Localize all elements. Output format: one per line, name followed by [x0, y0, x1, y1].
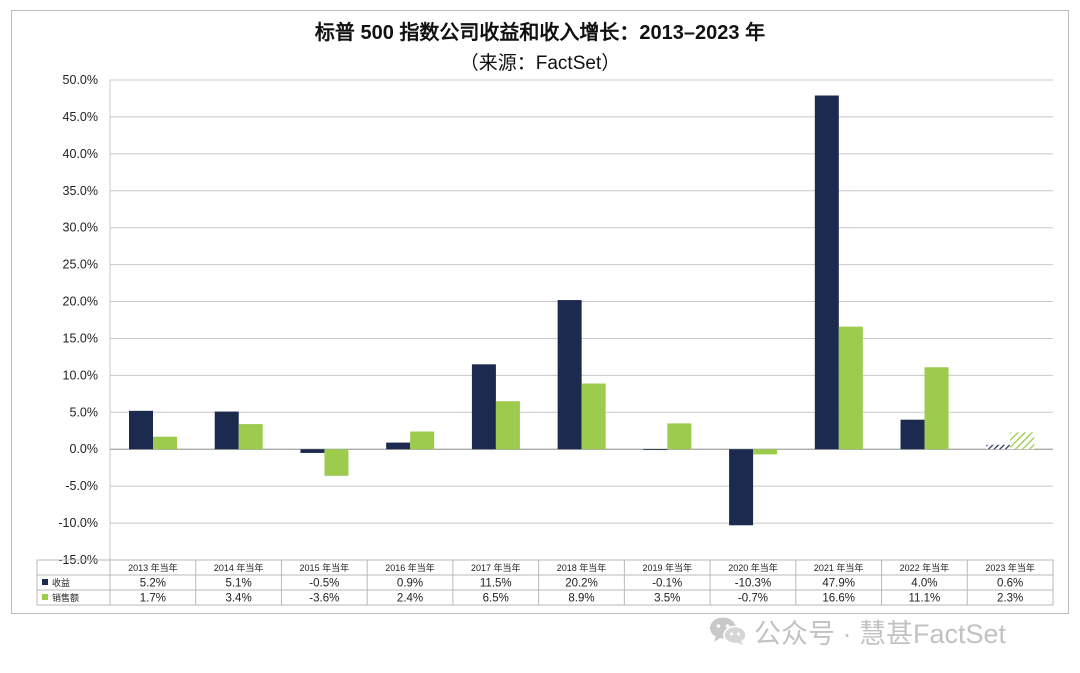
y-tick-label: 5.0% [70, 405, 99, 419]
legend-label-sales: 销售额 [52, 592, 79, 603]
y-tick-label: 35.0% [63, 184, 98, 198]
bar-earnings [557, 300, 582, 450]
data-label-earnings: 5.2% [140, 578, 166, 590]
y-tick-label: -5.0% [65, 479, 98, 493]
wechat-icon [710, 617, 747, 645]
bar-sales [410, 431, 435, 450]
bar-earnings [214, 411, 239, 450]
bar-earnings [986, 444, 1011, 450]
data-label-earnings: -10.3% [735, 578, 771, 590]
data-label-earnings: -0.1% [652, 578, 682, 590]
data-label-sales: 16.6% [822, 593, 855, 605]
data-label-sales: -3.6% [309, 593, 339, 605]
bar-sales [838, 326, 863, 450]
x-category-label: 2018 年当年 [557, 562, 607, 573]
x-category-label: 2017 年当年 [471, 562, 521, 573]
x-category-label: 2022 年当年 [900, 562, 950, 573]
bar-earnings [643, 449, 668, 451]
x-category-label: 2014 年当年 [214, 562, 264, 573]
watermark-text: 公众号 · 慧甚FactSet [754, 618, 1007, 649]
bar-earnings [129, 410, 153, 450]
bar-sales [753, 449, 778, 455]
x-category-label: 2021 年当年 [814, 562, 864, 573]
data-label-sales: 6.5% [483, 593, 509, 605]
x-category-label: 2023 年当年 [985, 562, 1035, 573]
bar-earnings [471, 364, 496, 450]
legend-swatch-earnings [42, 579, 48, 585]
y-tick-label: 0.0% [70, 442, 99, 456]
bar-sales [153, 436, 177, 450]
bar-sales [324, 449, 349, 476]
chart-frame [11, 10, 1069, 614]
data-label-sales: 3.4% [225, 593, 251, 605]
data-label-sales: 8.9% [568, 593, 594, 605]
data-label-earnings: 4.0% [911, 578, 937, 590]
bar-sales [238, 424, 263, 450]
legend-label-earnings: 收益 [52, 577, 70, 588]
x-category-label: 2013 年当年 [128, 562, 178, 573]
watermark: 公众号 · 慧甚FactSet [708, 613, 1006, 649]
bar-earnings [386, 442, 411, 450]
chart-subtitle: （来源：FactSet） [459, 53, 621, 74]
data-label-sales: -0.7% [738, 593, 768, 605]
x-category-label: 2019 年当年 [642, 562, 692, 573]
x-category-label: 2016 年当年 [385, 562, 435, 573]
data-label-earnings: 47.9% [822, 578, 855, 590]
y-tick-label: 30.0% [63, 221, 98, 235]
data-label-earnings: 11.5% [480, 578, 512, 590]
data-label-earnings: 5.1% [225, 578, 251, 590]
data-label-earnings: 20.2% [565, 578, 598, 590]
bar-sales [495, 401, 520, 450]
bar-sales [1010, 432, 1035, 450]
data-label-sales: 2.4% [397, 593, 423, 605]
bar-sales [667, 423, 692, 450]
bar-earnings [814, 95, 839, 450]
bar-sales [581, 383, 606, 450]
x-category-label: 2015 年当年 [300, 562, 350, 573]
data-label-sales: 1.7% [140, 593, 166, 605]
bar-earnings [900, 419, 925, 450]
data-label-earnings: 0.9% [397, 578, 423, 590]
y-tick-label: 15.0% [63, 331, 98, 345]
bar-earnings [300, 449, 325, 453]
y-tick-label: 20.0% [63, 295, 98, 309]
chart-title: 标普 500 指数公司收益和收入增长：2013–2023 年 [314, 22, 766, 44]
y-tick-label: -10.0% [58, 516, 98, 530]
data-label-sales: 3.5% [654, 593, 680, 605]
legend-swatch-sales [42, 594, 48, 600]
y-tick-label: 40.0% [63, 147, 98, 161]
y-tick-label: 45.0% [63, 110, 98, 124]
bar-sales [924, 367, 949, 450]
y-tick-label: 25.0% [63, 258, 98, 272]
x-category-label: 2020 年当年 [728, 562, 778, 573]
y-tick-label: 50.0% [63, 73, 98, 87]
data-label-earnings: 0.6% [997, 578, 1023, 590]
y-tick-label: 10.0% [63, 368, 98, 382]
data-label-earnings: -0.5% [309, 578, 339, 590]
data-label-sales: 2.3% [997, 593, 1023, 605]
data-label-sales: 11.1% [909, 593, 941, 605]
bar-earnings [729, 449, 754, 526]
